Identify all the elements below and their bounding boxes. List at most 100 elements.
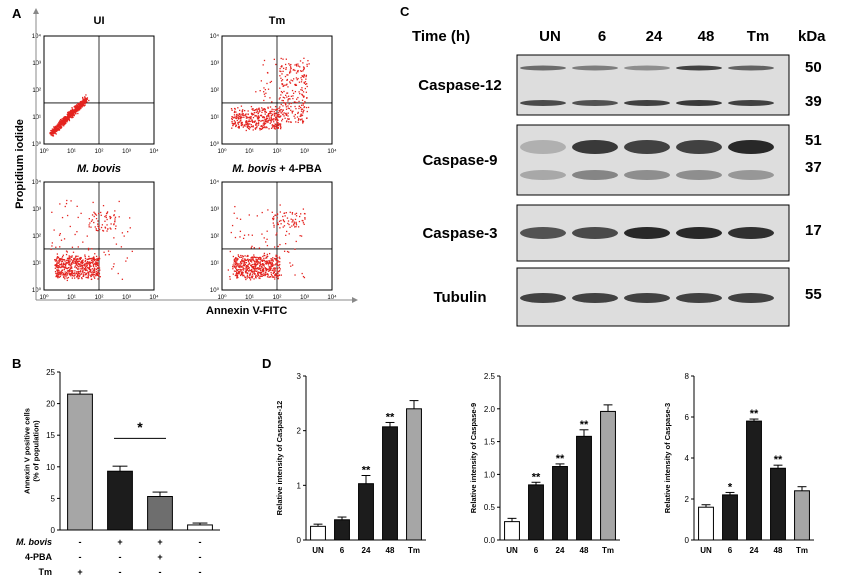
flow-dot: [67, 262, 69, 264]
flow-dot: [79, 107, 82, 110]
flow-dot: [273, 108, 275, 111]
flow-dot: [90, 261, 93, 264]
flow-dot: [287, 107, 289, 109]
flow-dot: [256, 116, 259, 118]
flow-dot: [68, 263, 70, 266]
flow-dot: [276, 263, 279, 266]
flow-dot: [69, 267, 72, 270]
flow-dot: [51, 242, 53, 244]
x-tick-label: 10⁴: [327, 148, 337, 155]
flow-dot: [55, 258, 57, 261]
flow-dot: [248, 214, 250, 216]
flow-dot: [274, 128, 276, 130]
flow-dot: [273, 112, 276, 115]
flow-dot: [78, 107, 80, 109]
flow-dot: [233, 270, 236, 272]
flow-dot: [287, 118, 289, 120]
flow-dot: [88, 257, 90, 260]
flow-dot: [254, 267, 256, 269]
flow-dot: [295, 98, 298, 100]
flow-dot: [276, 223, 279, 226]
flow-dot: [279, 87, 281, 89]
flow-dot: [236, 272, 238, 275]
flow-dot: [89, 261, 91, 263]
flow-dot: [294, 274, 296, 276]
flow-dot: [281, 111, 283, 113]
flow-dot: [271, 264, 274, 266]
flow-dot: [237, 271, 240, 273]
flow-dot: [299, 60, 302, 62]
blot-label: Tubulin: [433, 289, 486, 306]
flow-dot: [77, 266, 80, 268]
flow-plot-title: M. bovis + 4-PBA: [232, 163, 322, 175]
flow-dot: [59, 259, 62, 261]
flow-dot: [279, 257, 281, 260]
flow-dot: [65, 253, 68, 256]
y-axis-label: Annexin V positive cells: [23, 408, 32, 494]
blot-band: [572, 140, 618, 154]
flow-plot-title: M. bovis: [77, 163, 121, 175]
flow-dot: [279, 124, 281, 126]
flow-dot: [274, 119, 276, 121]
flow-dot: [82, 259, 84, 261]
flow-dot: [245, 120, 248, 122]
flow-dot: [252, 265, 254, 268]
flow-dot: [64, 264, 67, 267]
flow-dot: [306, 63, 308, 66]
flow-dot: [242, 267, 245, 269]
flow-dot: [256, 256, 258, 259]
y-axis-label: Relative intensity of Caspase-3: [663, 403, 672, 513]
flow-dot: [80, 261, 83, 263]
flow-dot: [253, 270, 255, 272]
flow-dot: [57, 277, 59, 279]
flow-dot: [272, 119, 274, 121]
flow-dot: [237, 122, 239, 124]
flow-dots: [49, 94, 90, 137]
flow-dot: [58, 261, 60, 263]
flow-dot: [80, 104, 83, 106]
flow-dot: [298, 118, 300, 120]
flow-dot: [255, 270, 258, 272]
flow-dot: [302, 94, 304, 97]
flow-dot: [247, 234, 250, 236]
flow-dot: [278, 270, 280, 273]
flow-dot: [306, 97, 308, 99]
flow-dot: [88, 99, 90, 102]
flow-dot: [87, 274, 89, 276]
flow-dot: [290, 121, 292, 124]
flow-dot: [248, 270, 250, 272]
flow-dot: [268, 276, 270, 278]
flow-dot: [250, 117, 252, 119]
flow-dot: [86, 264, 88, 267]
flow-dot: [294, 105, 296, 108]
flow-dot: [272, 257, 274, 259]
flow-dot: [77, 107, 79, 109]
y-tick-label: 2: [685, 495, 690, 504]
flow-dot: [263, 109, 265, 111]
flow-dot: [62, 120, 64, 122]
flow-dot: [264, 88, 267, 91]
flow-dot: [237, 107, 239, 109]
blot-label: Caspase-9: [422, 152, 497, 169]
flow-dot: [82, 100, 84, 103]
flow-dot: [115, 225, 117, 227]
flow-dot: [86, 262, 89, 264]
flow-dot: [245, 259, 247, 261]
flow-dot: [65, 116, 67, 118]
flow-dot: [279, 263, 281, 266]
flow-dot: [295, 108, 297, 110]
flow-dot: [291, 264, 294, 266]
flow-dot: [260, 120, 262, 122]
flow-dot: [274, 278, 276, 280]
flow-dot: [86, 101, 88, 103]
flow-dot: [255, 264, 258, 266]
flow-dot: [275, 125, 277, 127]
flow-dot: [301, 93, 303, 96]
blot-band: [520, 170, 566, 180]
flow-dot: [56, 264, 58, 266]
flow-dot: [243, 262, 245, 265]
flow-dot: [71, 113, 73, 115]
flow-dot: [276, 122, 278, 124]
flow-dot: [264, 95, 266, 98]
flow-dot: [275, 276, 277, 278]
